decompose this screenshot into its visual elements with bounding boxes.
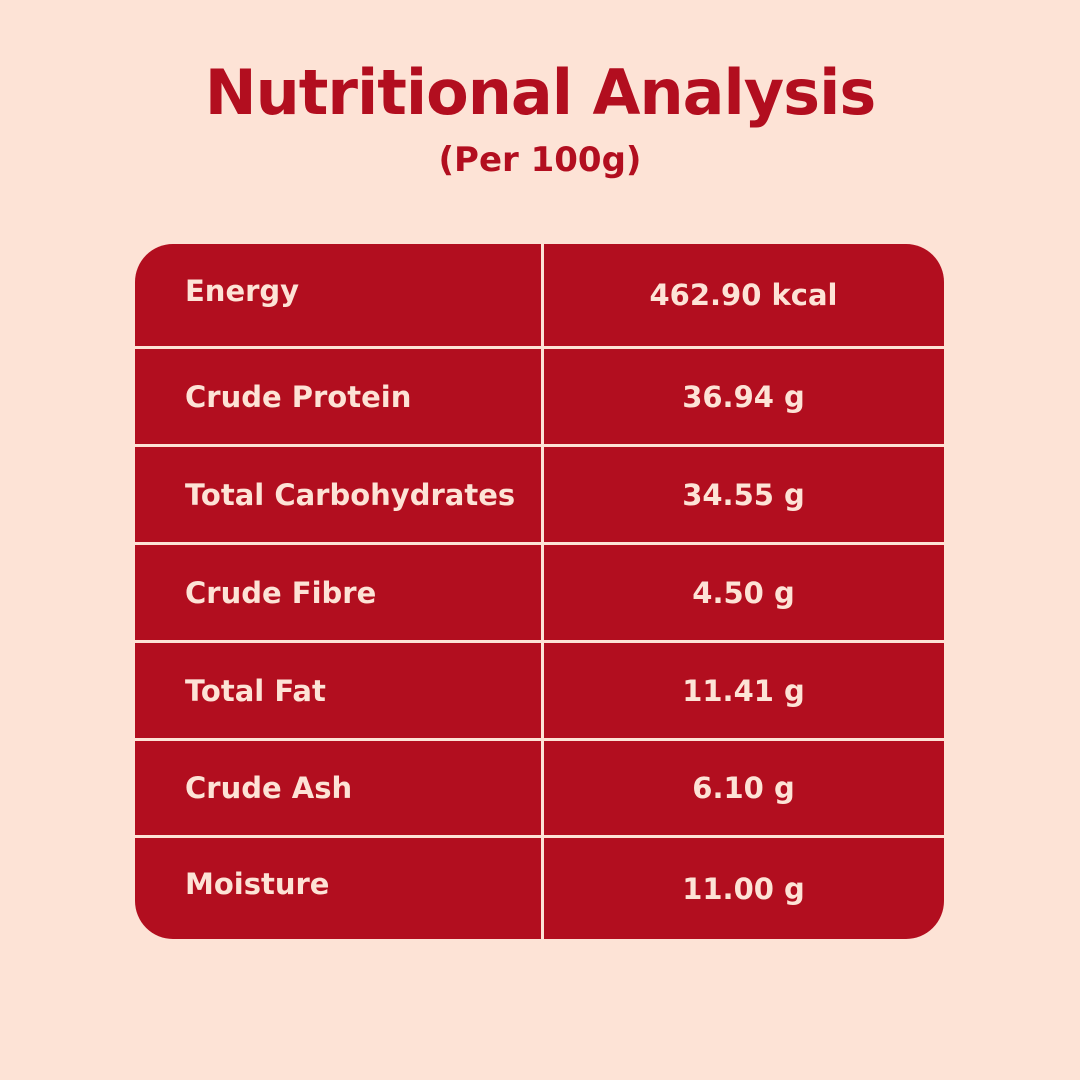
table-row: Moisture 11.00 g	[135, 838, 944, 939]
column-divider	[541, 244, 544, 939]
row-value: 11.00 g	[682, 871, 805, 906]
row-label: Crude Protein	[185, 379, 412, 414]
table-row: Crude Protein 36.94 g	[135, 349, 944, 444]
row-label: Crude Ash	[185, 771, 353, 805]
table-row: Energy 462.90 kcal	[135, 244, 944, 346]
page-subtitle: (Per 100g)	[438, 140, 642, 180]
nutrition-table: Energy 462.90 kcal Crude Protein 36.94 g…	[135, 244, 944, 939]
row-label: Energy	[185, 274, 300, 308]
row-label: Total Fat	[185, 673, 326, 708]
row-value: 6.10 g	[692, 771, 795, 805]
row-value: 462.90 kcal	[649, 278, 838, 312]
row-divider	[135, 738, 944, 741]
row-divider	[135, 346, 944, 349]
row-divider	[135, 444, 944, 447]
table-row: Crude Ash 6.10 g	[135, 741, 944, 835]
table-row: Total Carbohydrates 34.55 g	[135, 447, 944, 542]
row-divider	[135, 640, 944, 643]
table-row: Crude Fibre 4.50 g	[135, 545, 944, 640]
row-label: Total Carbohydrates	[185, 477, 516, 512]
row-value: 4.50 g	[692, 575, 795, 610]
row-divider	[135, 542, 944, 545]
row-value: 34.55 g	[682, 477, 805, 512]
row-label: Crude Fibre	[185, 575, 377, 610]
row-value: 36.94 g	[682, 379, 805, 414]
row-divider	[135, 835, 944, 838]
row-value: 11.41 g	[682, 673, 805, 708]
table-row: Total Fat 11.41 g	[135, 643, 944, 738]
row-label: Moisture	[185, 866, 330, 901]
page-title: Nutritional Analysis	[204, 56, 876, 129]
